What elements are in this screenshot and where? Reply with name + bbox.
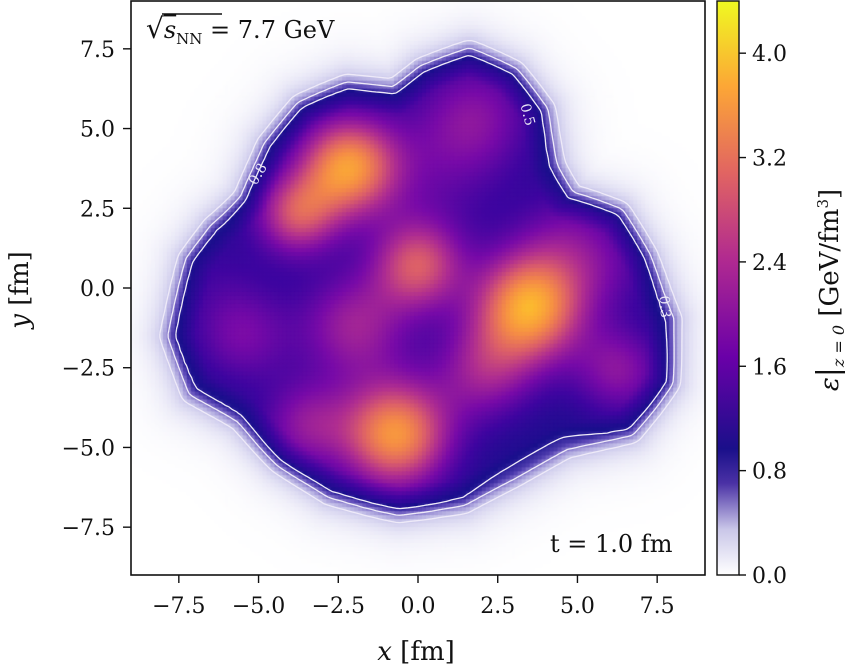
x-tick-label: 5.0 — [560, 594, 595, 619]
y-tick-label: −7.5 — [62, 516, 115, 541]
y-axis-label: y [fm] — [5, 251, 35, 330]
colorbar-tick-label: 1.6 — [752, 355, 787, 380]
y-tick-label: −5.0 — [62, 436, 115, 461]
colorbar-tick-label: 3.2 — [752, 147, 787, 172]
y-tick-label: 0.0 — [80, 277, 115, 302]
contour-line-0.3 — [159, 39, 683, 524]
contour-line-0.8 — [175, 54, 668, 510]
contour-label-0.3: 0.3 — [655, 295, 673, 319]
energy-annotation: √sNN = 7.7 GeV — [146, 12, 335, 48]
time-annotation: t = 1.0 fm — [550, 530, 673, 558]
x-axis-label: x [fm] — [377, 637, 455, 667]
x-tick-label: −7.5 — [152, 594, 205, 619]
heatmap-canvas — [131, 1, 705, 575]
y-tick-label: −2.5 — [62, 357, 115, 382]
colorbar-tick-label: 2.4 — [752, 251, 787, 276]
colorbar-tick-label: 0.8 — [752, 460, 787, 485]
x-tick-label: −2.5 — [312, 594, 365, 619]
colorbar-tick-label: 4.0 — [752, 42, 787, 67]
colorbar-frame — [716, 0, 740, 576]
colorbar-tick-label: 0.0 — [752, 564, 787, 589]
x-tick-label: 7.5 — [640, 594, 675, 619]
colorbar: 0.0 0.8 1.6 2.4 3.2 4.0 ε|z = 0 [GeV/fm3] — [716, 0, 847, 589]
x-tick-label: −5.0 — [232, 594, 285, 619]
x-tick-label: 0.0 — [401, 594, 436, 619]
x-ticks: −7.5 −5.0 −2.5 0.0 2.5 5.0 7.5 — [152, 575, 675, 619]
contour-line-0.5 — [167, 47, 675, 516]
y-tick-label: 5.0 — [80, 118, 115, 143]
y-ticks: −7.5 −5.0 −2.5 0.0 2.5 5.0 7.5 — [62, 38, 131, 541]
colorbar-label: ε|z = 0 [GeV/fm3] — [811, 189, 847, 391]
colorbar-ticks: 0.0 0.8 1.6 2.4 3.2 4.0 — [739, 42, 787, 589]
x-tick-label: 2.5 — [480, 594, 515, 619]
colorbar-gradient — [717, 1, 739, 575]
y-tick-label: 2.5 — [80, 197, 115, 222]
y-tick-label: 7.5 — [80, 38, 115, 63]
contour-label-0.5: 0.5 — [516, 102, 537, 128]
heatmap-plot: 0.30.50.8 −7.5 −5.0 −2.5 0.0 2.5 5.0 7.5 −7.5−… — [62, 0, 706, 619]
